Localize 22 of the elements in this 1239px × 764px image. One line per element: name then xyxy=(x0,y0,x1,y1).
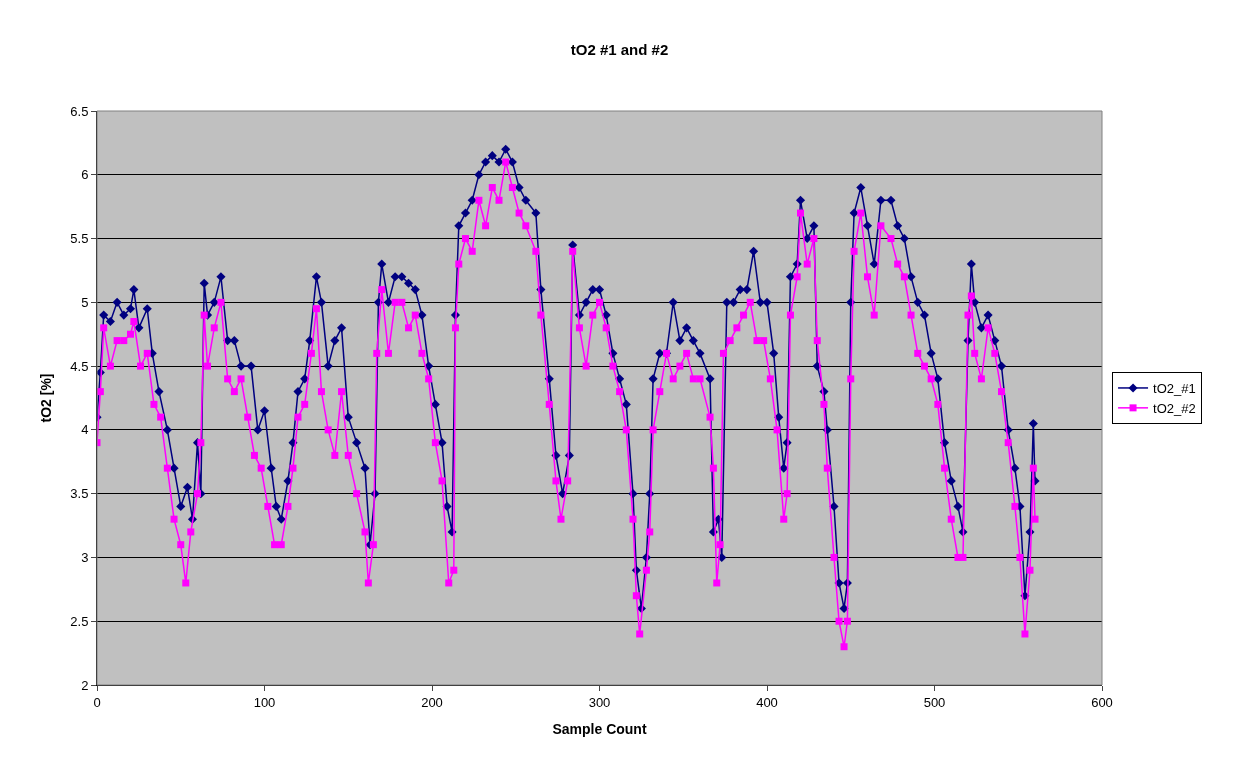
y-tick-label: 2.5 xyxy=(70,613,89,629)
x-tick-label: 100 xyxy=(253,694,276,710)
y-tick-label: 3.5 xyxy=(70,486,89,502)
y-tick-label: 4 xyxy=(81,422,89,438)
x-tick-label: 600 xyxy=(1091,694,1113,710)
x-axis-title: Sample Count xyxy=(552,720,647,737)
legend-label: tO2_#1 xyxy=(1153,381,1196,397)
y-tick-label: 2 xyxy=(81,677,89,693)
x-tick-label: 0 xyxy=(93,694,101,710)
y-tick-label: 5 xyxy=(81,294,89,310)
y-tick-label: 3 xyxy=(81,549,89,565)
y-tick-label: 4.5 xyxy=(70,358,89,374)
x-tick-label: 500 xyxy=(923,694,946,710)
x-tick-label: 200 xyxy=(421,694,443,710)
legend-label: tO2_#2 xyxy=(1153,400,1196,416)
chart-title: tO2 #1 and #2 xyxy=(570,40,669,58)
x-tick-label: 300 xyxy=(588,694,611,710)
y-tick-label: 6.5 xyxy=(70,103,89,119)
x-tick-label: 400 xyxy=(756,694,778,710)
y-tick-label: 5.5 xyxy=(70,231,89,247)
y-tick-label: 6 xyxy=(81,167,89,183)
y-axis-title: tO2 [%] xyxy=(37,373,54,423)
